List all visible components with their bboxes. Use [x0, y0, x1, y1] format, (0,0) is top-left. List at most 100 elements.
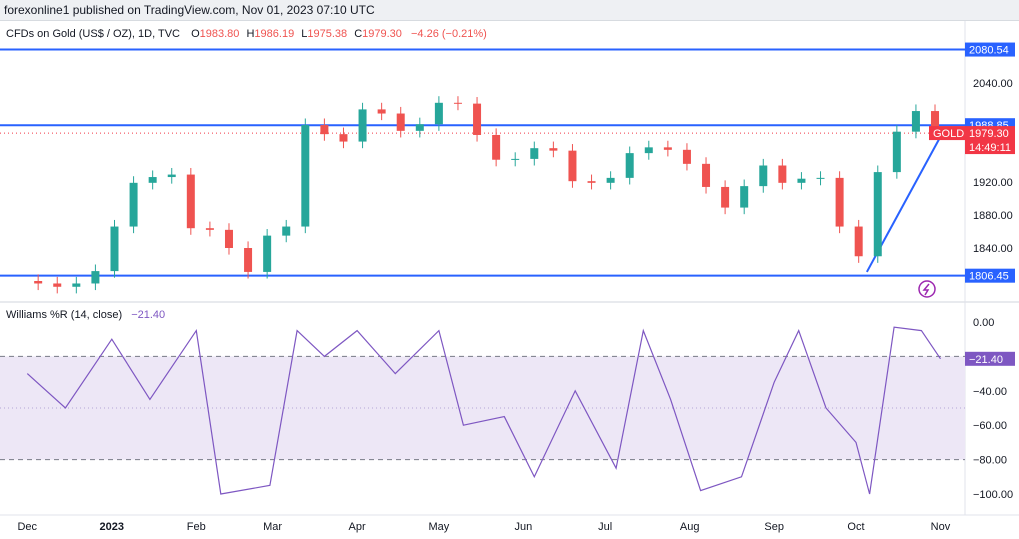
candle-body[interactable]: [91, 271, 100, 284]
candle-body[interactable]: [682, 149, 691, 164]
candle-body[interactable]: [759, 165, 768, 187]
last-price-label: 1979.30: [969, 128, 1009, 140]
williams-tick-label: 0.00: [973, 317, 994, 329]
candle-body[interactable]: [358, 109, 367, 142]
williams-legend-value: −21.40: [131, 309, 165, 321]
candle-body[interactable]: [415, 124, 424, 131]
time-tick-label: Jun: [515, 521, 533, 533]
price-tick-label: 1880.00: [973, 210, 1013, 222]
level-tag: [965, 268, 1015, 283]
chart-background: [0, 21, 1019, 539]
candle-body[interactable]: [224, 229, 233, 248]
gold-symbol-tag-label: GOLD: [933, 128, 964, 140]
candle-body[interactable]: [129, 182, 138, 227]
candle-body[interactable]: [434, 102, 443, 125]
candle-body[interactable]: [186, 174, 195, 229]
candle-body[interactable]: [816, 177, 825, 179]
candle-body[interactable]: [721, 186, 730, 208]
candle-body[interactable]: [205, 228, 214, 230]
williams-tick-label: −100.00: [973, 489, 1013, 501]
candle-body[interactable]: [473, 103, 482, 135]
level-tag: [965, 42, 1015, 57]
gold-symbol-tag: [929, 126, 965, 141]
candle-body[interactable]: [339, 134, 348, 142]
candle-body[interactable]: [911, 111, 920, 132]
candle-body[interactable]: [377, 109, 386, 114]
candle-body[interactable]: [892, 131, 901, 173]
williams-legend-name: Williams %R (14, close): [6, 309, 122, 321]
legend-open: 1983.80: [200, 28, 240, 40]
legend-high: 1986.19: [254, 28, 294, 40]
candle-body[interactable]: [263, 235, 272, 272]
candle-body[interactable]: [110, 226, 119, 272]
price-tick-label: 2040.00: [973, 78, 1013, 90]
candle-body[interactable]: [453, 102, 462, 104]
candle-body[interactable]: [320, 125, 329, 135]
legend-o-label: O: [191, 28, 200, 40]
time-tick-label: May: [428, 521, 449, 533]
level-tag-label: 1806.45: [969, 271, 1009, 283]
published-header-text: forexonline1 published on TradingView.co…: [4, 3, 375, 17]
candle-body[interactable]: [53, 283, 62, 287]
candle-body[interactable]: [301, 125, 310, 227]
legend-low: 1975.38: [307, 28, 347, 40]
candle-body[interactable]: [492, 134, 501, 160]
candle-body[interactable]: [873, 172, 882, 257]
legend-close: 1979.30: [362, 28, 402, 40]
williams-r-pane: [0, 326, 965, 495]
candle-body[interactable]: [396, 113, 405, 131]
price-tick-label: 1840.00: [973, 243, 1013, 255]
legend-symbol: CFDs on Gold (US$ / OZ), 1D, TVC: [6, 28, 180, 40]
williams-r-line[interactable]: [26, 326, 941, 495]
candle-body[interactable]: [148, 177, 157, 183]
symbol-legend: CFDs on Gold (US$ / OZ), 1D, TVC O1983.8…: [6, 28, 487, 40]
candle-body[interactable]: [625, 153, 634, 178]
candle-body[interactable]: [702, 163, 711, 187]
lightning-icon[interactable]: [918, 280, 936, 298]
candle-body[interactable]: [740, 186, 749, 208]
countdown-label: 14:49:11: [969, 142, 1011, 154]
candle-body[interactable]: [587, 181, 596, 183]
legend-l-label: L: [301, 28, 307, 40]
candle-body[interactable]: [549, 148, 558, 151]
legend-h-label: H: [246, 28, 254, 40]
candle-body[interactable]: [606, 177, 615, 183]
time-tick-label: Mar: [263, 521, 282, 533]
time-tick-label: 2023: [100, 521, 124, 533]
williams-value-tag: [965, 351, 1015, 366]
time-tick-label: Jul: [598, 521, 612, 533]
candle-body[interactable]: [797, 178, 806, 183]
time-tick-label: Sep: [764, 521, 784, 533]
published-header: forexonline1 published on TradingView.co…: [0, 0, 1019, 21]
time-tick-label: Dec: [17, 521, 37, 533]
price-tick-label: 1920.00: [973, 177, 1013, 189]
williams-tick-label: −40.00: [973, 386, 1007, 398]
legend-change: −4.26 (−0.21%): [411, 28, 487, 40]
time-tick-label: Aug: [680, 521, 700, 533]
candles-group: [34, 96, 940, 294]
williams-tick-label: −80.00: [973, 455, 1007, 467]
candle-body[interactable]: [72, 283, 81, 287]
candle-body[interactable]: [167, 174, 176, 178]
time-tick-label: Feb: [187, 521, 206, 533]
time-tick-label: Oct: [847, 521, 864, 533]
candle-body[interactable]: [244, 248, 253, 272]
candle-body[interactable]: [511, 158, 520, 160]
time-tick-label: Apr: [349, 521, 366, 533]
candle-body[interactable]: [644, 147, 653, 154]
candle-body[interactable]: [931, 111, 940, 134]
legend-c-label: C: [354, 28, 362, 40]
williams-tick-label: −60.00: [973, 420, 1007, 432]
williams-legend: Williams %R (14, close) −21.40: [6, 309, 165, 321]
candle-body[interactable]: [282, 226, 291, 236]
candle-body[interactable]: [778, 165, 787, 183]
candle-body[interactable]: [530, 148, 539, 159]
candle-body[interactable]: [568, 150, 577, 182]
last-price-tag: [965, 126, 1015, 155]
candle-body[interactable]: [34, 281, 43, 284]
candle-body[interactable]: [835, 177, 844, 227]
level-tag-label: 2080.54: [969, 45, 1009, 57]
candle-body[interactable]: [663, 147, 672, 150]
candle-body[interactable]: [854, 226, 863, 257]
